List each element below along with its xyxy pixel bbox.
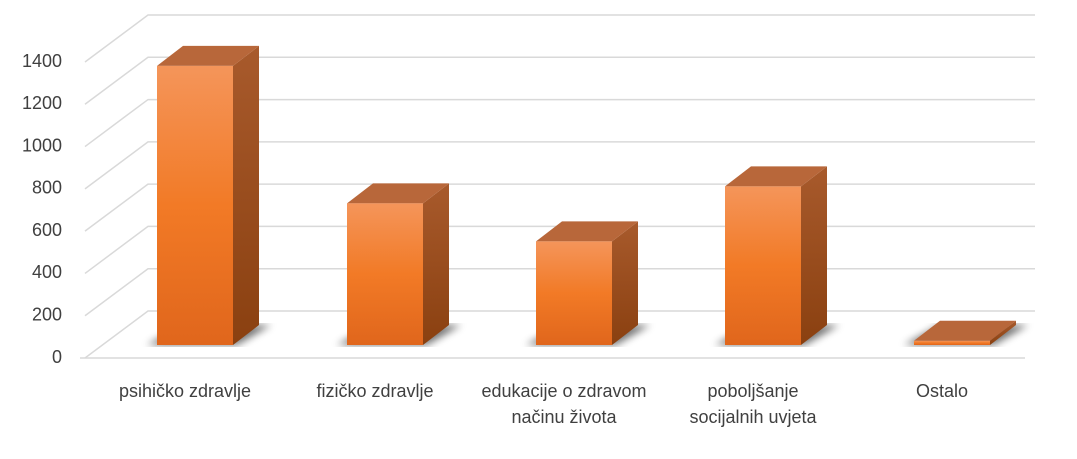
y-tick-label: 1200 [22,93,62,113]
bar [914,340,990,345]
bar-side [233,45,259,346]
bar-top [536,221,638,242]
grid-line [84,98,1035,148]
y-tick-label: 800 [32,178,62,198]
grid-line [84,14,1035,63]
bar [157,65,233,346]
bar-top [914,320,1016,341]
y-tick-label: 1400 [22,51,62,71]
bar-side [612,221,638,345]
y-tick-label: 0 [52,347,62,367]
x-tick-label: fizičko zdravlje [316,381,434,401]
grid-line [84,141,1035,190]
x-tick-label: Ostalo [915,381,969,401]
bar-side [423,183,449,345]
y-tick-label: 400 [32,262,62,282]
x-tick-label: psihičko zdravlje [118,381,252,401]
bar [725,186,801,345]
x-tick-label: poboljšanje socijalnih uvjeta [689,381,817,427]
y-tick-label: 600 [32,220,62,240]
bar-top [157,45,259,66]
bar [347,203,423,345]
bar [536,241,612,345]
bar-side [990,320,1016,345]
grid-line [84,56,1035,105]
y-tick-label: 1000 [22,135,62,155]
bar-top [725,166,827,187]
bar-top [347,183,449,204]
y-tick-label: 200 [32,304,62,324]
bar-side [801,166,827,345]
x-tick-label: edukacije o zdravom načinu života [481,381,647,427]
